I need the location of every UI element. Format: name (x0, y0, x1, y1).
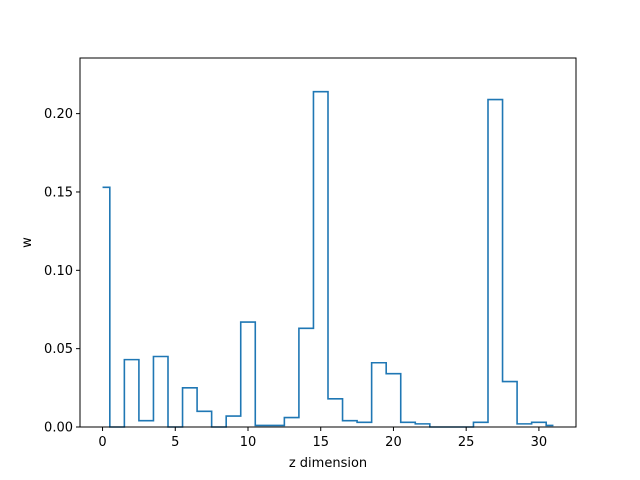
x-tick-label: 10 (240, 435, 257, 450)
y-tick-label: 0.05 (44, 342, 73, 357)
y-axis-label: w (20, 237, 35, 248)
x-axis-ticks: 0 5 10 15 20 25 30 (98, 427, 547, 450)
x-axis-label: z dimension (289, 456, 367, 471)
axes-frame (79, 57, 577, 428)
x-tick-label: 30 (531, 435, 548, 450)
x-tick-label: 25 (458, 435, 475, 450)
y-axis-ticks: 0.00 0.05 0.10 0.15 0.20 (44, 107, 80, 436)
x-tick-label: 0 (98, 435, 106, 450)
y-tick-label: 0.00 (44, 421, 73, 436)
y-tick-label: 0.10 (44, 264, 73, 279)
x-tick-label: 15 (312, 435, 329, 450)
y-tick-label: 0.20 (44, 107, 73, 122)
x-tick-label: 5 (171, 435, 179, 450)
x-tick-label: 20 (385, 435, 402, 450)
y-tick-label: 0.15 (44, 185, 73, 200)
